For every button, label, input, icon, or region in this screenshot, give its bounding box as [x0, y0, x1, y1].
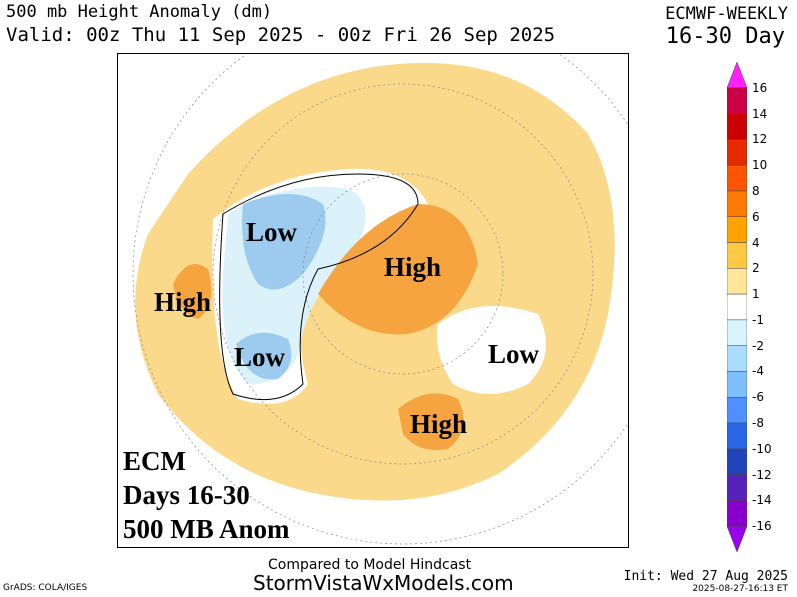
high-se [398, 393, 464, 450]
colorbar-tick: 10 [752, 158, 768, 173]
colorbar-tick: -1 [752, 312, 764, 327]
colorbar-segment [727, 190, 747, 217]
annotation-line: 500 MB Anom [123, 514, 290, 544]
colorbar-segment [727, 345, 747, 372]
low-east [437, 306, 546, 394]
colorbar-segment [727, 319, 747, 346]
colorbar-tick: 2 [752, 261, 760, 276]
colorbar-segment [727, 474, 747, 501]
model-name: ECMWF-WEEKLY [665, 4, 788, 24]
colorbar-tick: -16 [752, 519, 772, 534]
colorbar-segment [727, 500, 747, 527]
colorbar-segment [727, 422, 747, 450]
colorbar-tick: 1 [752, 287, 760, 302]
colorbar-tick: 14 [752, 106, 768, 121]
colorbar-tick: 16 [752, 80, 768, 95]
colorbar-segment [727, 268, 747, 295]
colorbar-tick: -10 [752, 441, 772, 456]
annotation-line: ECM [123, 446, 186, 476]
footer-site: StormVistaWxModels.com [253, 571, 514, 595]
colorbar-tick: 12 [752, 132, 768, 147]
colorbar-tick: 8 [752, 183, 760, 198]
colorbar-segment [727, 87, 747, 114]
label-low-east: Low [488, 339, 540, 369]
low-west-core [242, 194, 326, 290]
annotation-line: Days 16-30 [123, 480, 250, 510]
zero-contour [219, 173, 419, 401]
colorbar-tick: -4 [752, 364, 764, 379]
map-title: 500 mb Height Anomaly (dm) [6, 2, 273, 22]
label-low-west: Low [246, 217, 298, 247]
valid-period: Valid: 00z Thu 11 Sep 2025 - 00z Fri 26 … [6, 24, 556, 46]
colorbar-segment [727, 525, 747, 552]
label-high-se: High [410, 409, 468, 439]
init-time: Init: Wed 27 Aug 2025 [623, 569, 788, 584]
high-west [173, 264, 212, 319]
colorbar-tick: -14 [752, 493, 772, 508]
colorbar-segment [727, 293, 747, 321]
label-high-west: High [154, 287, 212, 317]
colorbar-tick: 6 [752, 209, 760, 224]
label-high-center: High [384, 252, 442, 282]
grads-credit: GrADS: COLA/IGES [3, 583, 88, 593]
label-low-south: Low [234, 342, 286, 372]
colorbar-segment [727, 62, 747, 89]
colorbar-tick: -6 [752, 390, 764, 405]
colorbar-segment [727, 113, 747, 140]
timestamp: 2025-08-27-16:13 ET [692, 584, 788, 594]
colorbar-segment [727, 448, 747, 475]
forecast-range: 16-30 Day [665, 24, 785, 49]
polar-map: Low High High Low Low High ECM Days 16-3… [117, 53, 629, 548]
colorbar-segment [727, 139, 747, 166]
latitude-circle [302, 173, 504, 375]
colorbar-segment [727, 397, 747, 424]
annotation-block: ECM Days 16-30 500 MB Anom [123, 444, 290, 546]
colorbar-segment [727, 216, 747, 243]
colorbar-tick: 4 [752, 235, 760, 250]
latitude-circle [212, 83, 594, 465]
high-center [318, 204, 478, 335]
colorbar-tick: -12 [752, 467, 772, 482]
map-canvas [132, 54, 628, 545]
colorbar-segment [727, 242, 747, 269]
colorbar-tick: -8 [752, 416, 764, 431]
colorbar-segment [727, 164, 747, 192]
footer-compared: Compared to Model Hindcast [268, 557, 472, 573]
colorbar-tick: -2 [752, 338, 764, 353]
colorbar-segment [727, 371, 747, 398]
colorbar [727, 62, 747, 552]
low-west-south [236, 332, 292, 380]
